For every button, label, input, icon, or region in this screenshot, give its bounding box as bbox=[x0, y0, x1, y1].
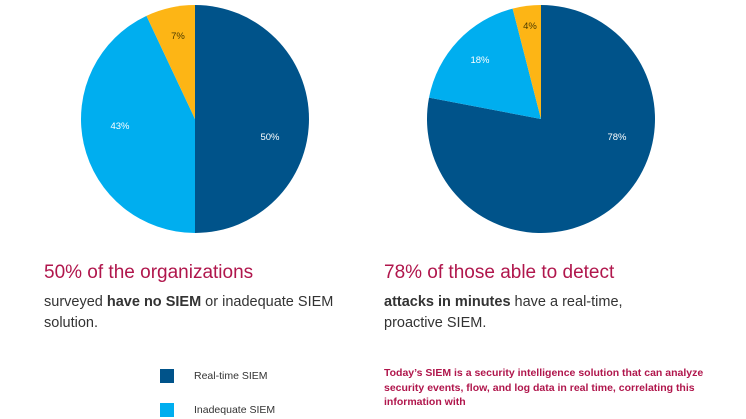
left-description: surveyed have no SIEM or inadequate SIEM… bbox=[44, 292, 344, 334]
legend-swatch-inadequate bbox=[160, 403, 174, 417]
left-desc-bold: have no SIEM bbox=[106, 294, 202, 310]
left-pie-slice-inadequate-siem bbox=[81, 15, 195, 233]
right-pie-slice-no-siem bbox=[512, 5, 541, 119]
left-desc-pre: surveyed bbox=[44, 294, 107, 310]
legend-swatch-realtime bbox=[160, 369, 174, 383]
legend-label-realtime: Real-time SIEM bbox=[194, 370, 268, 382]
pie-chart-no-siem: 50% 43% 7% bbox=[81, 5, 309, 233]
right-desc-post: have a real-time, proactive SIEM. bbox=[384, 294, 623, 331]
right-desc-bold: attacks in minutes bbox=[384, 294, 511, 310]
left-pie-label-real-time-siem: 50% bbox=[260, 132, 280, 143]
legend-label-inadequate: Inadequate SIEM bbox=[194, 404, 276, 416]
right-pie-label-real-time-siem: 78% bbox=[607, 132, 627, 143]
right-description: attacks in minutes have a real-time, pro… bbox=[384, 292, 684, 334]
left-pie-label-no-siem: 7% bbox=[171, 31, 185, 42]
siem-callout: Today’s SIEM is a security intelligence … bbox=[384, 367, 704, 408]
right-pie-label-no-siem: 4% bbox=[523, 21, 537, 32]
left-pie-slice-no-siem bbox=[146, 5, 195, 119]
left-headline: 50% of the organizations bbox=[44, 262, 254, 283]
left-pie-label-inadequate-siem: 43% bbox=[110, 121, 130, 132]
right-pie-slice-inadequate-siem bbox=[429, 8, 541, 119]
right-headline: 78% of those able to detect bbox=[384, 262, 615, 283]
left-desc-post: or inadequate SIEM solution. bbox=[44, 294, 334, 331]
right-pie-label-inadequate-siem: 18% bbox=[470, 55, 490, 66]
pie-chart-realtime-detection: 78% 18% 4% bbox=[427, 5, 655, 233]
left-pie-slice-real-time-siem bbox=[195, 5, 309, 233]
